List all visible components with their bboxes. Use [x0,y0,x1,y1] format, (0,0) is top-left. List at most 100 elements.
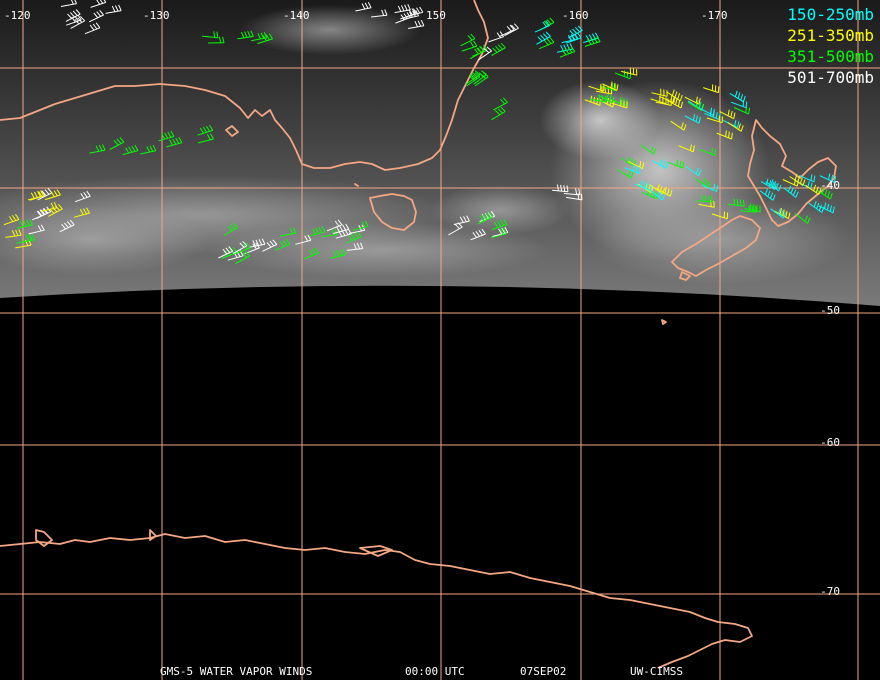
wind-barb [566,193,583,201]
wind-barb [466,70,481,85]
legend-item-251-350mb: 251-350mb [787,26,874,45]
wind-barb [16,234,33,244]
wind-barb [201,31,219,39]
wind-barb [684,114,701,124]
wind-barb [235,251,250,264]
wind-barb [158,130,175,142]
wind-barb [122,144,139,156]
wind-barb [321,228,338,238]
wind-barb [588,83,605,92]
wind-barb [166,137,183,148]
wind-barb [624,164,641,174]
wind-barb [44,189,61,201]
wind-barb [89,144,106,154]
wind-barb [770,208,787,219]
lat-label-40s: -40 [820,179,840,192]
wind-barb [667,159,685,169]
wind-barb [73,207,90,218]
caption-time: 00:00 UTC [405,665,465,678]
lat-label-70s: -70 [820,585,840,598]
wind-barb [472,45,488,57]
wind-barb [408,19,425,29]
wind-barb [355,1,372,12]
wind-barb [493,97,508,111]
wind-barb [448,222,463,236]
wind-barb [84,22,101,35]
wind-barb [395,12,411,24]
wind-barb [478,46,492,61]
wind-barb [666,89,683,102]
wind-barb [309,226,326,237]
wind-barb [295,234,312,245]
wind-barb [711,211,729,220]
wind-barb [539,37,555,50]
coastline-nz-north [747,119,837,227]
wind-barb [728,198,745,207]
wind-barb [491,106,506,121]
wind-barb [598,93,615,104]
wind-barb [666,97,684,109]
wind-barb [249,238,266,248]
wind-barb [5,229,22,238]
wind-barb [333,223,350,234]
wind-barb [536,31,551,45]
wind-barb [561,33,578,44]
wind-barb [706,115,723,124]
wind-barb [41,201,58,212]
wind-barb [303,247,320,260]
wind-barb [371,9,388,18]
wind-barb [329,248,347,259]
wind-barb [759,188,776,201]
wind-barb [499,24,515,38]
wind-barb [670,120,687,131]
wind-barb [197,124,214,136]
caption-source: UW-CIMSS [630,665,683,678]
wind-barb [262,239,278,252]
pressure-level-legend: 150-250mb 251-350mb 351-500mb 501-700mb [787,4,874,88]
wind-barb [16,219,34,229]
wind-barb [760,178,777,190]
wind-barb [583,32,599,43]
lon-label-120w: -120 [4,9,31,22]
wind-barb [634,180,652,191]
wind-barb [90,0,107,8]
wind-barb [719,109,736,120]
lon-label-170w: -170 [701,9,728,22]
wind-barb [274,239,291,251]
coastline-australia [0,0,489,171]
caption-product: GMS-5 WATER VAPOR WINDS [160,665,313,678]
lat-label-50s: -50 [820,304,840,317]
wind-barb [75,190,91,203]
wind-barb [818,202,835,214]
wind-barb [611,99,628,109]
coastline-nz-south [671,215,761,277]
wind-barb [105,4,122,14]
wind-barb [621,67,638,76]
wind-barb [727,122,744,132]
wind-barb [617,169,634,179]
lon-label-140w: -140 [283,9,310,22]
wind-barb [703,84,720,94]
wind-barb [473,70,487,85]
wind-barb [466,72,481,87]
coastlines [0,0,837,669]
wind-barb [346,242,364,251]
lon-label-160w: -160 [562,9,589,22]
legend-item-150-250mb: 150-250mb [787,5,874,24]
lon-label-150: 150 [426,9,446,22]
wind-barb [237,30,254,40]
wind-barb [552,184,569,193]
wind-barb [470,228,486,241]
wind-barb [223,222,238,236]
wind-barb [60,0,78,7]
wind-barb [563,188,581,196]
wind-barb [208,36,225,44]
wind-barb [492,226,509,237]
wind-barb [805,184,822,195]
wind-barb [701,184,718,193]
wind-barb [490,228,507,239]
coastline-chatham [661,319,667,325]
wind-barb [584,36,601,47]
